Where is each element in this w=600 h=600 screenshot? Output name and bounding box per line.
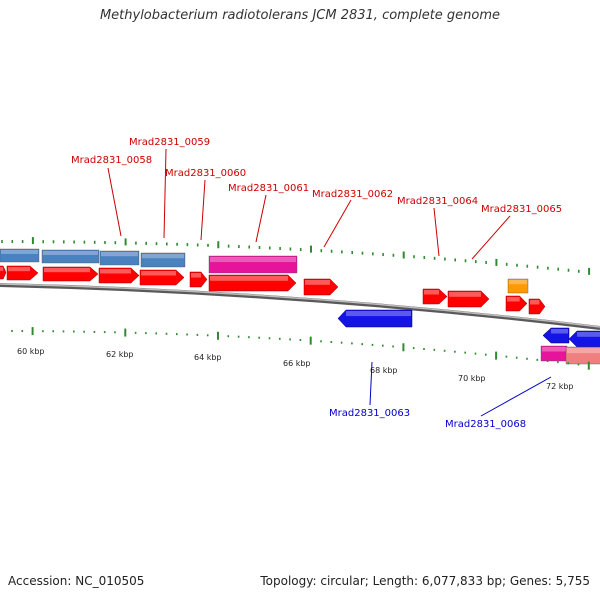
reverse-gene-2 (542, 327, 570, 344)
genome-backbone-highlight (0, 283, 600, 328)
gene-labels: Mrad2831_0058 Mrad2831_0059 Mrad2831_006… (71, 137, 562, 430)
gene-label-mrad2831-0058[interactable]: Mrad2831_0058 (71, 155, 152, 166)
leader-reverse-0 (369, 361, 373, 406)
genome-backbone (0, 283, 600, 330)
forward-gene-3 (42, 266, 99, 282)
steel-gene-1 (0, 248, 40, 263)
pink-gene-1 (565, 346, 600, 365)
gene-label-mrad2831-0068[interactable]: Mrad2831_0068 (445, 419, 526, 430)
forward-gene-10-shine (449, 292, 481, 297)
gene-label-mrad2831-0061[interactable]: Mrad2831_0061 (228, 183, 309, 194)
forward-gene-12 (528, 298, 546, 315)
scale-label-70: 70 kbp (458, 374, 486, 383)
scale-label-66: 66 kbp (283, 359, 311, 368)
scale-label-62: 62 kbp (106, 350, 134, 359)
steel-gene-3-shine (101, 252, 138, 257)
leader-forward-4 (323, 199, 352, 248)
forward-gene-5 (139, 269, 185, 286)
forward-gene-4-shine (100, 269, 131, 274)
forward-gene-11-shine (507, 297, 520, 302)
leader-forward-3 (255, 194, 267, 243)
orange-gene-1-shine (509, 280, 527, 285)
leader-reverse-1 (480, 376, 552, 417)
bottom-tick-track (11, 327, 590, 370)
forward-gene-7 (208, 274, 297, 292)
accession-text: Accession: NC_010505 (8, 574, 145, 588)
gene-label-mrad2831-0064[interactable]: Mrad2831_0064 (397, 196, 478, 207)
steel-gene-4 (140, 252, 186, 268)
leader-forward-5 (433, 207, 440, 257)
orange-gene-1 (507, 278, 529, 294)
gene-label-mrad2831-0062[interactable]: Mrad2831_0062 (312, 189, 393, 200)
forward-gene-2-shine (8, 267, 30, 272)
magenta-gene-2-shine (542, 347, 566, 352)
steel-gene-2-shine (43, 251, 98, 255)
forward-gene-8-shine (305, 280, 330, 285)
magenta-gene-1-shine (210, 257, 296, 263)
forward-gene-8 (303, 278, 339, 296)
forward-gene-4 (98, 267, 140, 284)
forward-gene-12-shine (530, 300, 540, 305)
leader-forward-0 (107, 167, 122, 237)
gene-label-mrad2831-0065[interactable]: Mrad2831_0065 (481, 204, 562, 215)
pink-gene-1-shine (567, 348, 600, 354)
forward-gene-1 (0, 265, 7, 280)
top-tick-track (1, 237, 591, 275)
steel-gene-3 (99, 250, 140, 266)
gene-label-mrad2831-0059[interactable]: Mrad2831_0059 (129, 137, 210, 148)
steel-gene-1-shine (1, 250, 38, 254)
scale-label-68: 68 kbp (370, 366, 398, 375)
forward-gene-9 (422, 288, 448, 305)
forward-gene-11 (505, 295, 528, 312)
leader-forward-1 (163, 148, 167, 239)
reverse-gene-3-shine (577, 332, 600, 337)
scale-label-72: 72 kbp (546, 382, 574, 391)
scale-label-64: 64 kbp (194, 353, 222, 362)
forward-gene-3-shine (44, 268, 90, 273)
forward-gene-5-shine (141, 271, 176, 276)
reverse-gene-1 (337, 309, 413, 328)
forward-gene-10 (447, 290, 490, 308)
genome-title: Methylobacterium radiotolerans JCM 2831,… (99, 8, 501, 23)
magenta-gene-1 (208, 255, 298, 274)
gene-label-mrad2831-0063[interactable]: Mrad2831_0063 (329, 408, 410, 419)
leader-forward-2 (200, 179, 206, 241)
topology-text: Topology: circular; Length: 6,077,833 bp… (260, 574, 590, 588)
forward-gene-9-shine (424, 290, 439, 295)
forward-gene-2 (6, 265, 39, 281)
scale-label-60: 60 kbp (17, 347, 45, 356)
steel-gene-2 (41, 249, 100, 264)
reverse-gene-1-shine (346, 311, 411, 317)
label-leader-lines (107, 148, 552, 417)
gene-label-mrad2831-0060[interactable]: Mrad2831_0060 (165, 168, 246, 179)
forward-gene-1-shine (0, 267, 4, 271)
forward-gene-6 (189, 271, 208, 288)
gene-features (0, 248, 600, 365)
scale-labels: 60 kbp 62 kbp 64 kbp 66 kbp 68 kbp 70 kb… (17, 347, 574, 391)
reverse-gene-2-shine (551, 329, 568, 334)
forward-gene-7-shine (210, 276, 288, 281)
forward-gene-6-shine (191, 273, 202, 278)
leader-forward-6 (471, 215, 511, 260)
steel-gene-4-shine (142, 254, 184, 259)
